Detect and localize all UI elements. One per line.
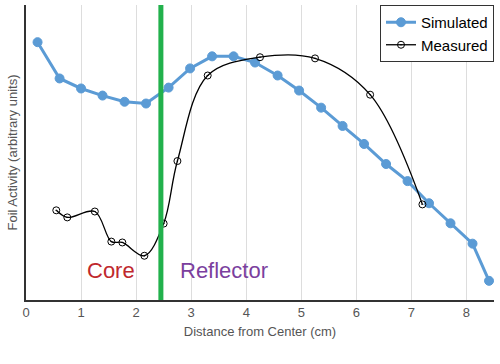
svg-text:0: 0 — [22, 305, 29, 320]
svg-text:3: 3 — [188, 305, 195, 320]
svg-text:Reflector: Reflector — [180, 258, 268, 283]
svg-text:1: 1 — [77, 305, 84, 320]
svg-text:8: 8 — [463, 305, 470, 320]
svg-text:Measured: Measured — [421, 37, 488, 54]
svg-text:Foil Activity (arbitrary units: Foil Activity (arbitrary units) — [5, 74, 20, 230]
svg-text:Distance from Center (cm): Distance from Center (cm) — [184, 324, 336, 339]
svg-text:7: 7 — [408, 305, 415, 320]
svg-text:2: 2 — [133, 305, 140, 320]
svg-text:Simulated: Simulated — [421, 14, 488, 31]
svg-text:Core: Core — [87, 258, 135, 283]
svg-text:4: 4 — [243, 305, 250, 320]
svg-text:6: 6 — [353, 305, 360, 320]
svg-text:5: 5 — [298, 305, 305, 320]
